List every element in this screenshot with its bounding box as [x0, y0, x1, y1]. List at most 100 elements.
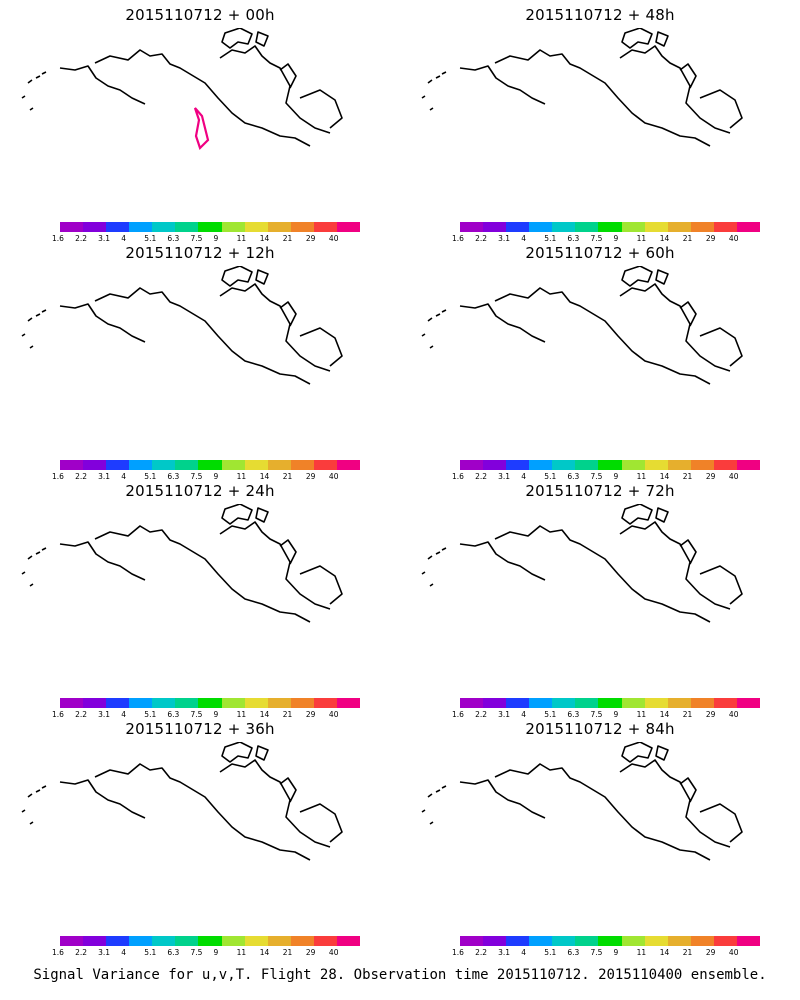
- variance-map: [421, 742, 743, 861]
- colorbar-swatch: [598, 460, 622, 470]
- colorbar-labels: 1.6 2.2 3.1 4 5.1 6.3 7.5 9 11 14 21 29 40: [452, 472, 752, 482]
- colorbar-tick-label: 6.3: [567, 472, 580, 481]
- colorbar-tick-label: 4: [121, 710, 126, 719]
- colorbar-swatch: [336, 698, 361, 708]
- colorbar-swatch: [575, 698, 599, 708]
- colorbar-swatch: [713, 222, 737, 232]
- panel-title: 2015110712 + 36h: [125, 720, 275, 738]
- panel-title: 2015110712 + 12h: [125, 244, 275, 262]
- colorbar-swatch: [690, 222, 714, 232]
- variance-map: [21, 742, 343, 861]
- colorbar-tick-label: 2.2: [475, 710, 487, 719]
- colorbar-swatch: [83, 936, 107, 946]
- colorbar-tick-label: 40: [328, 948, 339, 957]
- colorbar-tick-label: 6.3: [167, 234, 180, 243]
- colorbar-swatch: [460, 698, 484, 708]
- colorbar-swatch: [83, 460, 107, 470]
- colorbar-tick-label: 9: [213, 710, 219, 719]
- colorbar-swatch: [106, 460, 130, 470]
- colorbar-swatch: [667, 222, 691, 232]
- colorbar-swatch: [313, 698, 337, 708]
- colorbar-swatch: [106, 936, 130, 946]
- colorbar-swatch: [598, 936, 622, 946]
- panel-84h: 2015110712 + 84h 1.6 2.2 3.1 4 5.1 6.3 7.5 9 11 1…: [400, 714, 800, 962]
- colorbar-tick-label: 1.6: [452, 710, 464, 719]
- colorbar-swatch: [83, 698, 107, 708]
- colorbar-tick-label: 21: [682, 472, 693, 481]
- colorbar-tick-label: 14: [659, 234, 670, 243]
- colorbar-tick-label: 21: [682, 710, 693, 719]
- colorbar-tick-label: 9: [213, 948, 219, 957]
- panel-title: 2015110712 + 00h: [125, 6, 275, 24]
- colorbar-swatch: [313, 222, 337, 232]
- colorbar-swatch: [575, 460, 599, 470]
- colorbar-tick-label: 40: [328, 710, 339, 719]
- colorbar-swatch: [575, 936, 599, 946]
- colorbar-tick-label: 7.5: [590, 948, 603, 957]
- colorbar-tick-label: 40: [328, 472, 339, 481]
- colorbar-swatch: [621, 698, 645, 708]
- colorbar-swatch: [483, 698, 507, 708]
- colorbar-tick-label: 11: [236, 948, 247, 957]
- colorbar-swatch: [313, 936, 337, 946]
- variance-map: [421, 28, 743, 147]
- colorbar-tick-label: 5.1: [144, 472, 157, 481]
- panel-72h: 2015110712 + 72h 1.6 2.2 3.1 4 5.1 6.3 7.5 9 11 1…: [400, 476, 800, 724]
- colorbar-tick-label: 29: [705, 948, 716, 957]
- colorbar-swatch: [644, 936, 668, 946]
- colorbar-swatch: [736, 936, 761, 946]
- colorbar-swatch: [667, 698, 691, 708]
- colorbar-tick-label: 3.1: [498, 234, 511, 243]
- colorbar-tick-label: 4: [121, 948, 126, 957]
- colorbar-tick-label: 11: [236, 472, 247, 481]
- colorbar-swatch: [60, 222, 84, 232]
- panel-title: 2015110712 + 48h: [525, 6, 675, 24]
- colorbar-swatch: [221, 460, 245, 470]
- colorbar: [460, 460, 761, 470]
- panel-12h: 2015110712 + 12h 1.6 2.2 3.1 4 5.1 6.3 7.5 9 11 1…: [0, 238, 400, 486]
- colorbar-tick-label: 7.5: [190, 710, 203, 719]
- variance-map: [21, 266, 343, 385]
- colorbar-tick-label: 29: [305, 710, 316, 719]
- colorbar-tick-label: 29: [305, 472, 316, 481]
- colorbar-tick-label: 4: [521, 948, 526, 957]
- colorbar-tick-label: 2.2: [475, 948, 487, 957]
- colorbar-swatch: [529, 698, 553, 708]
- colorbar-swatch: [598, 698, 622, 708]
- colorbar-swatch: [60, 460, 84, 470]
- colorbar-tick-label: 7.5: [590, 472, 603, 481]
- colorbar-swatch: [244, 936, 268, 946]
- colorbar-swatch: [621, 936, 645, 946]
- colorbar-tick-label: 7.5: [590, 234, 603, 243]
- colorbar-tick-label: 7.5: [190, 234, 203, 243]
- colorbar-tick-label: 3.1: [498, 710, 511, 719]
- colorbar-labels: 1.6 2.2 3.1 4 5.1 6.3 7.5 9 11 14 21 29 40: [52, 472, 352, 482]
- colorbar-tick-label: 7.5: [190, 948, 203, 957]
- colorbar-swatch: [267, 460, 291, 470]
- colorbar-tick-label: 11: [636, 234, 647, 243]
- colorbar-tick-label: 11: [636, 472, 647, 481]
- colorbar-swatch: [667, 936, 691, 946]
- colorbar-tick-label: 21: [682, 948, 693, 957]
- colorbar-swatch: [106, 698, 130, 708]
- colorbar-labels: 1.6 2.2 3.1 4 5.1 6.3 7.5 9 11 14 21 29 40: [452, 234, 752, 244]
- colorbar-tick-label: 1.6: [452, 234, 464, 243]
- panel-24h: 2015110712 + 24h 1.6 2.2 3.1 4 5.1 6.3 7.5 9 11 1…: [0, 476, 400, 724]
- colorbar-tick-label: 6.3: [567, 948, 580, 957]
- colorbar-tick-label: 1.6: [52, 948, 64, 957]
- colorbar-swatch: [129, 222, 153, 232]
- colorbar-swatch: [198, 698, 222, 708]
- colorbar-tick-label: 4: [521, 710, 526, 719]
- colorbar-swatch: [598, 222, 622, 232]
- colorbar-swatch: [336, 936, 361, 946]
- colorbar-tick-label: 5.1: [544, 472, 557, 481]
- colorbar-swatch: [483, 222, 507, 232]
- colorbar-swatch: [713, 936, 737, 946]
- colorbar-swatch: [290, 698, 314, 708]
- colorbar-tick-label: 14: [659, 948, 670, 957]
- colorbar-swatch: [506, 698, 530, 708]
- colorbar-swatch: [267, 698, 291, 708]
- colorbar-tick-label: 11: [636, 710, 647, 719]
- colorbar-swatch: [690, 936, 714, 946]
- colorbar-labels: 1.6 2.2 3.1 4 5.1 6.3 7.5 9 11 14 21 29 40: [452, 710, 752, 720]
